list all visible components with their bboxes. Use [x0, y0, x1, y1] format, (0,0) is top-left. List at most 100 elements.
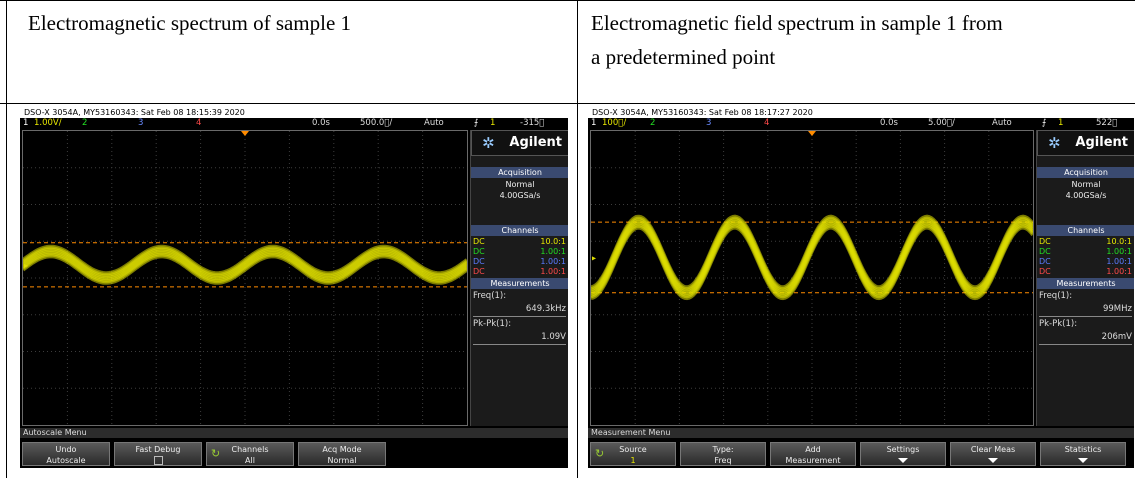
right-header-line2: a predetermined point — [591, 45, 776, 69]
table-left-border — [6, 0, 7, 478]
measurement-1-value: 649.3kHz — [525, 304, 566, 314]
measurement-2-label: Pk-Pk(1): — [473, 319, 512, 329]
ch1-scale[interactable]: 1.00V/ — [34, 118, 62, 128]
waveform-grid[interactable]: ▸ — [22, 130, 468, 426]
channel-row-3: DC 1.00:1 — [1039, 257, 1132, 266]
source-softkey[interactable]: ↻ Source 1 — [590, 442, 676, 466]
measurement-1-label: Freq(1): — [1039, 291, 1073, 301]
fast-debug-softkey[interactable]: Fast Debug — [114, 442, 202, 466]
trigger-icon: ⨍ — [474, 118, 479, 128]
checkbox-icon — [153, 456, 163, 465]
measurement-divider — [473, 344, 566, 345]
acquisition-title: Acquisition — [471, 167, 568, 178]
side-panel: ✲ Agilent Acquisition Normal 4.00GSa/s Ch… — [470, 130, 568, 426]
brand-text: Agilent — [509, 135, 562, 150]
ground-marker: ▸ — [592, 253, 596, 262]
ch4-label[interactable]: 4 — [196, 118, 202, 128]
measurement-divider — [1039, 316, 1132, 317]
acq-mode-softkey[interactable]: Acq Mode Normal — [298, 442, 386, 466]
ch3-label[interactable]: 3 — [138, 118, 144, 128]
delay-value: 0.0s — [312, 118, 330, 128]
entry-knob-icon: ↻ — [211, 447, 221, 460]
measurements-title: Measurements — [1037, 278, 1134, 289]
entry-knob-icon: ↻ — [595, 447, 605, 460]
ch2-label[interactable]: 2 — [650, 118, 656, 128]
trigger-mode: Auto — [424, 118, 444, 128]
timebase-value: 5.00 / — [928, 118, 955, 128]
agilent-spark-icon: ✲ — [1048, 134, 1061, 152]
agilent-logo: ✲ Agilent — [471, 130, 568, 156]
add-measurement-softkey[interactable]: Add Measurement — [770, 442, 856, 466]
trigger-position-icon — [808, 131, 816, 136]
graticule: ▸ — [23, 131, 467, 425]
table-center-border — [577, 0, 578, 478]
measurement-1-label: Freq(1): — [473, 291, 507, 301]
oscilloscope-screenshot-right: DSO-X 3054A, MY53160343: Sat Feb 08 18:1… — [588, 108, 1134, 468]
channel-bar: 1 100 / 2 3 4 0.0s 5.00 / Auto ⨍ 1 522  — [588, 118, 1134, 129]
measurements-title: Measurements — [471, 278, 568, 289]
channel-row-1: DC 10.0:1 — [473, 237, 566, 246]
submenu-arrow-icon — [988, 458, 998, 463]
type-softkey[interactable]: Type: Freq — [680, 442, 766, 466]
menu-title: Measurement Menu — [588, 428, 1134, 438]
graticule: ▸ — [591, 131, 1033, 425]
ch3-label[interactable]: 3 — [706, 118, 712, 128]
waveform-grid[interactable]: ▸ — [590, 130, 1034, 426]
agilent-spark-icon: ✲ — [482, 134, 495, 152]
trigger-level: -315  — [520, 118, 545, 128]
trigger-channel: 1 — [490, 118, 496, 128]
table-mid-border — [0, 103, 1135, 104]
waveform-trace — [23, 254, 467, 285]
agilent-logo: ✲ Agilent — [1037, 130, 1134, 156]
timebase-value: 500.0 / — [360, 118, 393, 128]
settings-softkey[interactable]: Settings — [860, 442, 946, 466]
oscilloscope-screenshot-left: DSO-X 3054A, MY53160343: Sat Feb 08 18:1… — [20, 108, 568, 468]
right-header-line1: Electromagnetic field spectrum in sample… — [591, 11, 1003, 35]
acquisition-title: Acquisition — [1037, 167, 1134, 178]
measurement-1-value: 99MHz — [1102, 304, 1132, 314]
measurement-2-value: 206mV — [1101, 332, 1132, 342]
channel-row-4: DC 1.00:1 — [1039, 267, 1132, 276]
ch4-label[interactable]: 4 — [764, 118, 770, 128]
menu-title: Autoscale Menu — [20, 428, 568, 438]
scope-info-bar: DSO-X 3054A, MY53160343: Sat Feb 08 18:1… — [588, 108, 1134, 118]
softkey-bar: Undo Autoscale Fast Debug ↻ Channels All Ac… — [20, 440, 568, 468]
trigger-icon: ⨍ — [1042, 118, 1047, 128]
trigger-position-icon — [241, 131, 249, 136]
channel-row-4: DC 1.00:1 — [473, 267, 566, 276]
measurement-2-value: 1.09V — [541, 332, 566, 342]
trigger-channel: 1 — [1058, 118, 1064, 128]
statistics-softkey[interactable]: Statistics — [1040, 442, 1126, 466]
clear-meas-softkey[interactable]: Clear Meas — [950, 442, 1036, 466]
channels-softkey[interactable]: ↻ Channels All — [206, 442, 294, 466]
submenu-arrow-icon — [1078, 458, 1088, 463]
ch1-label[interactable]: 1 — [591, 118, 597, 128]
acquisition-rate: 4.00GSa/s — [499, 191, 541, 200]
side-panel: ✲ Agilent Acquisition Normal 4.00GSa/s Ch… — [1036, 130, 1134, 426]
ch1-scale[interactable]: 100 / — [602, 118, 627, 128]
ch2-label[interactable]: 2 — [82, 118, 88, 128]
undo-autoscale-softkey[interactable]: Undo Autoscale — [22, 442, 110, 466]
measurement-2-label: Pk-Pk(1): — [1039, 319, 1078, 329]
trigger-mode: Auto — [992, 118, 1012, 128]
left-header-cell: Electromagnetic spectrum of sample 1 — [6, 0, 577, 103]
ground-marker: ▸ — [24, 261, 28, 270]
measurement-divider — [1039, 344, 1132, 345]
softkey-bar: ↻ Source 1 Type: Freq Add Measurement Settin… — [588, 440, 1134, 468]
trigger-level: 522  — [1096, 118, 1118, 128]
acquisition-mode: Normal — [505, 180, 535, 189]
right-header-cell: Electromagnetic field spectrum in sample… — [577, 0, 1135, 103]
channel-row-3: DC 1.00:1 — [473, 257, 566, 266]
channel-bar: 1 1.00V/ 2 3 4 0.0s 500.0 / Auto ⨍ 1 -31… — [20, 118, 568, 129]
channels-title: Channels — [1037, 225, 1134, 236]
channels-title: Channels — [471, 225, 568, 236]
acquisition-mode: Normal — [1071, 180, 1101, 189]
table-top-border — [0, 0, 1135, 1]
channel-row-2: DC 1.00:1 — [1039, 247, 1132, 256]
left-header-text: Electromagnetic spectrum of sample 1 — [28, 11, 352, 35]
acquisition-rate: 4.00GSa/s — [1065, 191, 1107, 200]
ch1-label[interactable]: 1 — [23, 118, 29, 128]
waveform-trace — [591, 225, 1033, 301]
submenu-arrow-icon — [898, 458, 908, 463]
